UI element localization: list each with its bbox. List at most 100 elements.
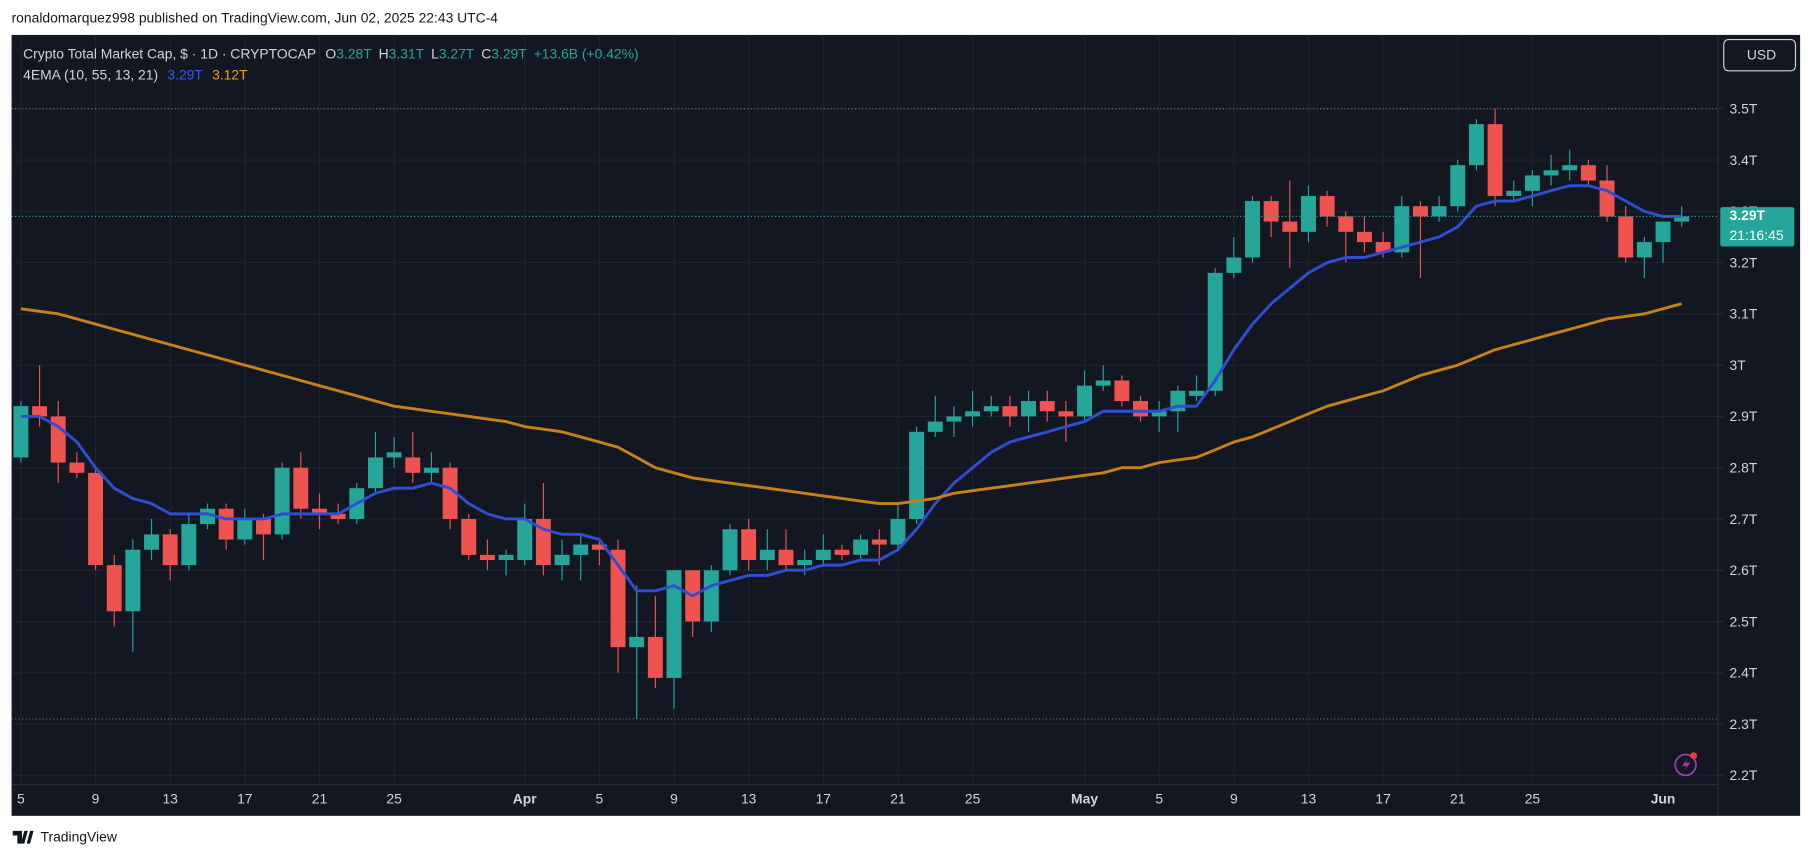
price-tag: [1720, 207, 1795, 247]
x-tick-label: May: [1071, 790, 1098, 806]
x-tick-label: 5: [596, 790, 604, 806]
y-tick-label: 2.9T: [1730, 408, 1758, 424]
alert-bolt[interactable]: [1682, 757, 1691, 772]
ema-line: [20, 302, 1683, 506]
candle-body: [666, 570, 682, 678]
candle-body: [1412, 206, 1428, 217]
candle-body: [1189, 390, 1204, 396]
candle-body: [13, 406, 29, 458]
y-tick-label: 3.1T: [1730, 306, 1758, 322]
x-tick-label: 21: [890, 790, 906, 806]
legend-name: Crypto Total Market Cap, $ · 1D · CRYPTO…: [23, 45, 316, 61]
candle-body: [927, 421, 943, 432]
candle-body: [554, 554, 570, 566]
legend-key: C: [481, 45, 491, 61]
candle-body: [106, 565, 122, 612]
x-tick-label: 5: [1155, 790, 1163, 806]
candle-body: [1245, 201, 1260, 258]
x-tick-label: Jun: [1651, 790, 1676, 806]
legend-key: H: [379, 45, 389, 61]
candle-body: [69, 462, 85, 473]
y-tick-label: 3.5T: [1730, 101, 1758, 117]
legend-key: L: [431, 45, 439, 61]
candle-body: [1207, 272, 1223, 391]
marks: [11, 108, 1718, 719]
publisher: ronaldomarquez998 published on TradingVi…: [12, 9, 499, 25]
legend-value: 3.28T: [336, 45, 372, 61]
x-tick-label: 21: [1450, 790, 1466, 806]
candle-body: [274, 467, 290, 535]
candle-body: [1599, 180, 1615, 217]
x-tick-label: Apr: [513, 790, 537, 806]
candle-body: [1095, 380, 1111, 386]
candle-body: [256, 518, 271, 535]
alert-icon[interactable]: [1674, 752, 1698, 777]
candle-body: [1338, 216, 1354, 232]
x-tick-label: 13: [741, 790, 757, 806]
candle-body: [946, 416, 962, 422]
candle-body: [498, 554, 514, 560]
candle-body: [517, 518, 533, 560]
x-tick-label: 25: [386, 790, 402, 806]
ema-value: 3.29T: [167, 66, 203, 82]
y-tick-label: 2.4T: [1730, 665, 1758, 681]
y-tick-label: 3.4T: [1730, 152, 1758, 168]
candle-body: [1674, 216, 1690, 222]
candle-body: [1580, 165, 1596, 181]
candle-body: [703, 570, 719, 622]
candle-body: [1468, 124, 1484, 166]
currency[interactable]: USD: [1747, 46, 1776, 62]
candle-body: [741, 529, 757, 560]
candle-body: [1002, 406, 1018, 417]
ema-label: 4EMA (10, 55, 13, 21): [23, 66, 158, 82]
x-tick-label: 9: [92, 790, 100, 806]
alert-circle[interactable]: [1674, 753, 1697, 777]
x-tick-label: 9: [670, 790, 678, 806]
candle-body: [1618, 216, 1634, 258]
candle-body: [1487, 124, 1503, 196]
candle-body: [1375, 242, 1391, 253]
candle-body: [1021, 401, 1037, 417]
candle-body: [218, 508, 234, 540]
candle-body: [1058, 411, 1074, 417]
candle-body: [1226, 257, 1242, 273]
candle-body: [479, 554, 495, 560]
candle-body: [386, 452, 402, 458]
x-tick-label: 17: [237, 790, 253, 806]
x-tick-label: 17: [1375, 790, 1391, 806]
logo-mark: [12, 830, 34, 844]
candle-body: [573, 544, 589, 555]
candle-body: [778, 549, 794, 566]
y-tick-label: 2.8T: [1730, 460, 1758, 476]
ema-line: [20, 184, 1682, 598]
candle-body: [367, 457, 383, 489]
y-tick-label: 3T: [1730, 357, 1747, 373]
alert-dot[interactable]: [1690, 752, 1698, 760]
candle-body: [983, 406, 999, 412]
y-tick-label: 3.2T: [1730, 254, 1758, 270]
legend-value: 3.29T: [491, 45, 527, 61]
candle-body: [88, 472, 104, 566]
x-tick-label: 21: [312, 790, 328, 806]
candle-body: [293, 467, 309, 509]
candle-body: [1636, 242, 1652, 258]
candle-body: [1077, 385, 1093, 417]
footer-brand: TradingView: [40, 828, 117, 844]
candle-body: [405, 457, 421, 473]
candle-body: [965, 411, 981, 417]
candle-body: [1356, 231, 1372, 243]
currency-button[interactable]: [1723, 38, 1797, 72]
candle-body: [423, 467, 439, 473]
ema-legend: 4EMA (10, 55, 13, 21) 3.29T 3.12T: [23, 66, 248, 82]
legend-change: +13.6B (+0.42%): [534, 45, 639, 61]
candle-body: [1133, 401, 1148, 417]
x-tick-label: 13: [162, 790, 178, 806]
legend-value: 3.27T: [439, 45, 475, 61]
candle-body: [1431, 206, 1447, 217]
candle-body: [909, 431, 925, 519]
candle-body: [1524, 175, 1540, 191]
x-tick-label: 17: [816, 790, 832, 806]
legend-key: O: [325, 45, 336, 61]
